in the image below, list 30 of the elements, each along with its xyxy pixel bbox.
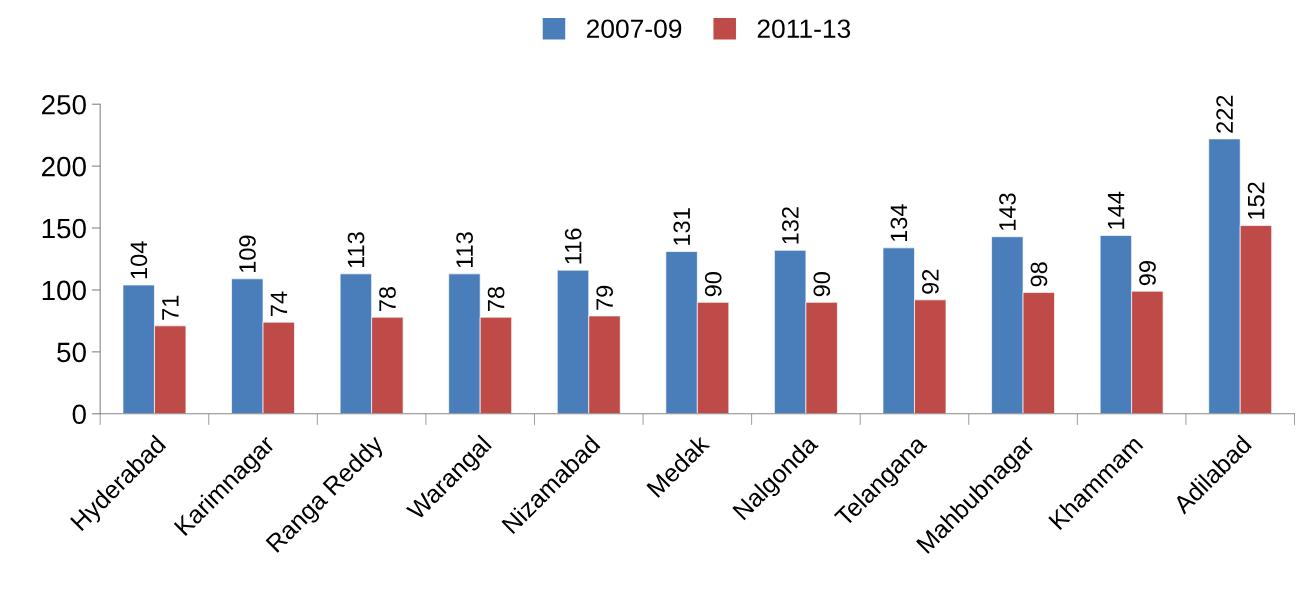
y-tick-label: 100 (42, 280, 86, 301)
data-label: 79 (596, 285, 614, 310)
data-label: 134 (890, 204, 908, 242)
y-tick-label: 250 (42, 94, 86, 115)
data-label: 143 (999, 193, 1016, 230)
y-tick-label: 200 (42, 156, 86, 177)
data-label: 78 (487, 287, 505, 312)
data-label: 132 (781, 207, 799, 244)
data-label: 152 (1247, 182, 1265, 219)
data-label: 116 (564, 228, 582, 264)
data-label: 71 (162, 295, 179, 320)
data-label: 92 (922, 269, 939, 294)
data-label: 104 (130, 241, 148, 279)
data-label: 90 (704, 272, 722, 297)
data-label: 131 (673, 208, 691, 245)
data-label: 78 (379, 287, 396, 312)
data-label: 144 (1107, 191, 1125, 229)
y-tick-label: 50 (57, 342, 86, 363)
data-label: 113 (456, 232, 473, 268)
data-label: 99 (1139, 261, 1156, 286)
data-label: 74 (270, 291, 288, 316)
data-label: 222 (1216, 95, 1233, 133)
legend-label: 2011-13 (757, 19, 851, 39)
y-tick-label: 150 (42, 218, 86, 239)
legend-label: 2007-09 (586, 19, 682, 39)
data-label: 98 (1030, 262, 1048, 287)
data-label: 109 (239, 235, 256, 273)
data-label: 90 (813, 272, 831, 297)
data-label: 113 (347, 232, 365, 268)
y-tick-label: 0 (72, 404, 86, 425)
